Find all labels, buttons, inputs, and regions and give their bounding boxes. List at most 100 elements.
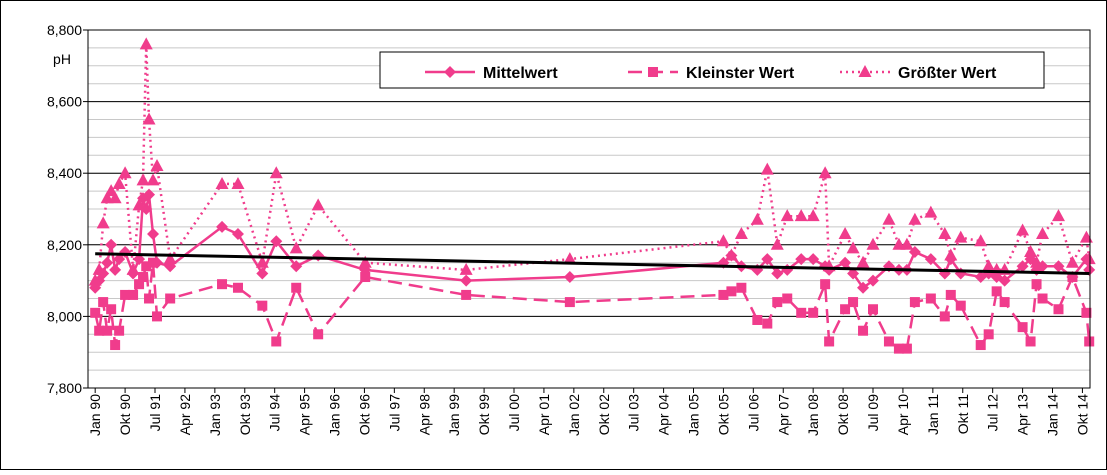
- triangle-marker: [88, 273, 102, 286]
- x-tick-label: Okt 08: [835, 394, 851, 435]
- diamond-marker: [857, 281, 870, 294]
- square-marker: [134, 279, 145, 290]
- triangle-marker: [108, 191, 122, 204]
- diamond-marker: [147, 228, 160, 241]
- triangle-marker: [858, 65, 872, 77]
- x-tick-label: Jul 91: [147, 394, 163, 432]
- triangle-marker: [838, 227, 852, 240]
- square-marker: [564, 297, 575, 308]
- triangle-marker: [724, 248, 738, 261]
- diamond-marker: [270, 235, 283, 248]
- x-tick-label: Jan 96: [327, 394, 343, 436]
- x-tick-label: Jul 00: [506, 394, 522, 432]
- square-marker: [925, 293, 936, 304]
- square-marker: [648, 67, 658, 77]
- triangle-marker: [794, 209, 808, 222]
- x-tick-label: Jul 03: [626, 394, 642, 432]
- diamond-marker: [109, 263, 122, 276]
- y-tick-label: 8,000: [47, 308, 82, 324]
- legend-label: Kleinster Wert: [686, 65, 795, 82]
- diamond-marker: [290, 260, 303, 273]
- triangle-marker: [358, 255, 372, 268]
- triangle-marker: [1051, 209, 1065, 222]
- x-tick-label: Okt 02: [596, 394, 612, 435]
- diamond-marker: [1016, 260, 1029, 273]
- x-tick-label: Jan 02: [566, 394, 582, 436]
- x-tick-label: Okt 96: [356, 394, 372, 435]
- diamond-marker: [140, 203, 153, 215]
- square-marker: [217, 279, 228, 290]
- square-marker: [1017, 322, 1028, 333]
- triangle-marker: [938, 227, 952, 240]
- x-tick-label: Jan 14: [1045, 394, 1061, 436]
- diamond-marker: [839, 256, 852, 269]
- triangle-marker: [563, 252, 577, 265]
- x-tick-label: Jul 06: [745, 394, 761, 432]
- square-marker: [983, 329, 994, 340]
- square-marker: [141, 261, 152, 272]
- x-tick-label: Jan 05: [686, 394, 702, 436]
- square-marker: [868, 304, 879, 315]
- triangle-marker: [780, 209, 794, 222]
- diamond-marker: [761, 253, 774, 266]
- square-marker: [718, 289, 729, 300]
- triangle-marker: [96, 216, 110, 229]
- triangle-marker: [1082, 252, 1096, 265]
- square-marker: [271, 336, 282, 347]
- square-marker: [257, 300, 268, 311]
- square-marker: [999, 297, 1010, 308]
- triangle-marker: [255, 255, 269, 268]
- x-tick-label: Apr 07: [775, 394, 791, 435]
- diamond-marker: [771, 267, 784, 280]
- x-tick-label: Jan 99: [446, 394, 462, 436]
- x-tick-label: Jan 93: [207, 394, 223, 436]
- triangle-marker: [734, 227, 748, 240]
- triangle-marker: [231, 176, 245, 189]
- square-marker: [991, 286, 1002, 297]
- triangle-marker: [770, 237, 784, 250]
- x-tick-label: Okt 99: [476, 394, 492, 435]
- legend: Mittelwert Kleinster Wert Größter Wert: [425, 65, 997, 82]
- triangle-marker: [882, 212, 896, 225]
- square-marker: [736, 282, 747, 293]
- x-tick-label: Jul 97: [386, 394, 402, 432]
- triangle-marker: [760, 162, 774, 175]
- x-tick-label: Apr 13: [1015, 394, 1031, 435]
- square-marker: [955, 300, 966, 311]
- triangle-marker: [944, 248, 958, 261]
- diamond-marker: [256, 267, 269, 280]
- x-tick-label: Apr 10: [895, 394, 911, 435]
- triangle-marker: [716, 234, 730, 247]
- square-marker: [114, 325, 125, 336]
- square-marker: [909, 297, 920, 308]
- square-marker: [90, 307, 101, 318]
- diamond-marker: [105, 238, 118, 251]
- x-tick-label: Jul 09: [865, 394, 881, 432]
- trend-line: [95, 252, 1090, 275]
- square-marker: [461, 289, 472, 300]
- x-tick-label: Apr 92: [177, 394, 193, 435]
- triangle-marker: [846, 241, 860, 254]
- x-tick-label: Apr 95: [297, 394, 313, 435]
- square-marker: [94, 325, 105, 336]
- triangle-marker: [900, 237, 914, 250]
- diamond-marker: [1052, 260, 1065, 273]
- square-marker: [883, 336, 894, 347]
- square-marker: [144, 293, 155, 304]
- square-marker: [893, 343, 904, 354]
- x-tick-label: Okt 93: [237, 394, 253, 435]
- x-tick-label: Apr 04: [656, 394, 672, 435]
- diamond-marker: [143, 188, 156, 201]
- legend-box: [379, 51, 1045, 89]
- square-marker: [138, 272, 149, 283]
- square-marker: [165, 293, 176, 304]
- square-marker: [762, 318, 773, 329]
- x-tick-label: Okt 05: [715, 394, 731, 435]
- square-marker: [232, 282, 243, 293]
- square-marker: [1067, 272, 1078, 283]
- square-marker: [796, 307, 807, 318]
- square-marker: [858, 325, 869, 336]
- square-marker: [1031, 279, 1042, 290]
- square-marker: [313, 329, 324, 340]
